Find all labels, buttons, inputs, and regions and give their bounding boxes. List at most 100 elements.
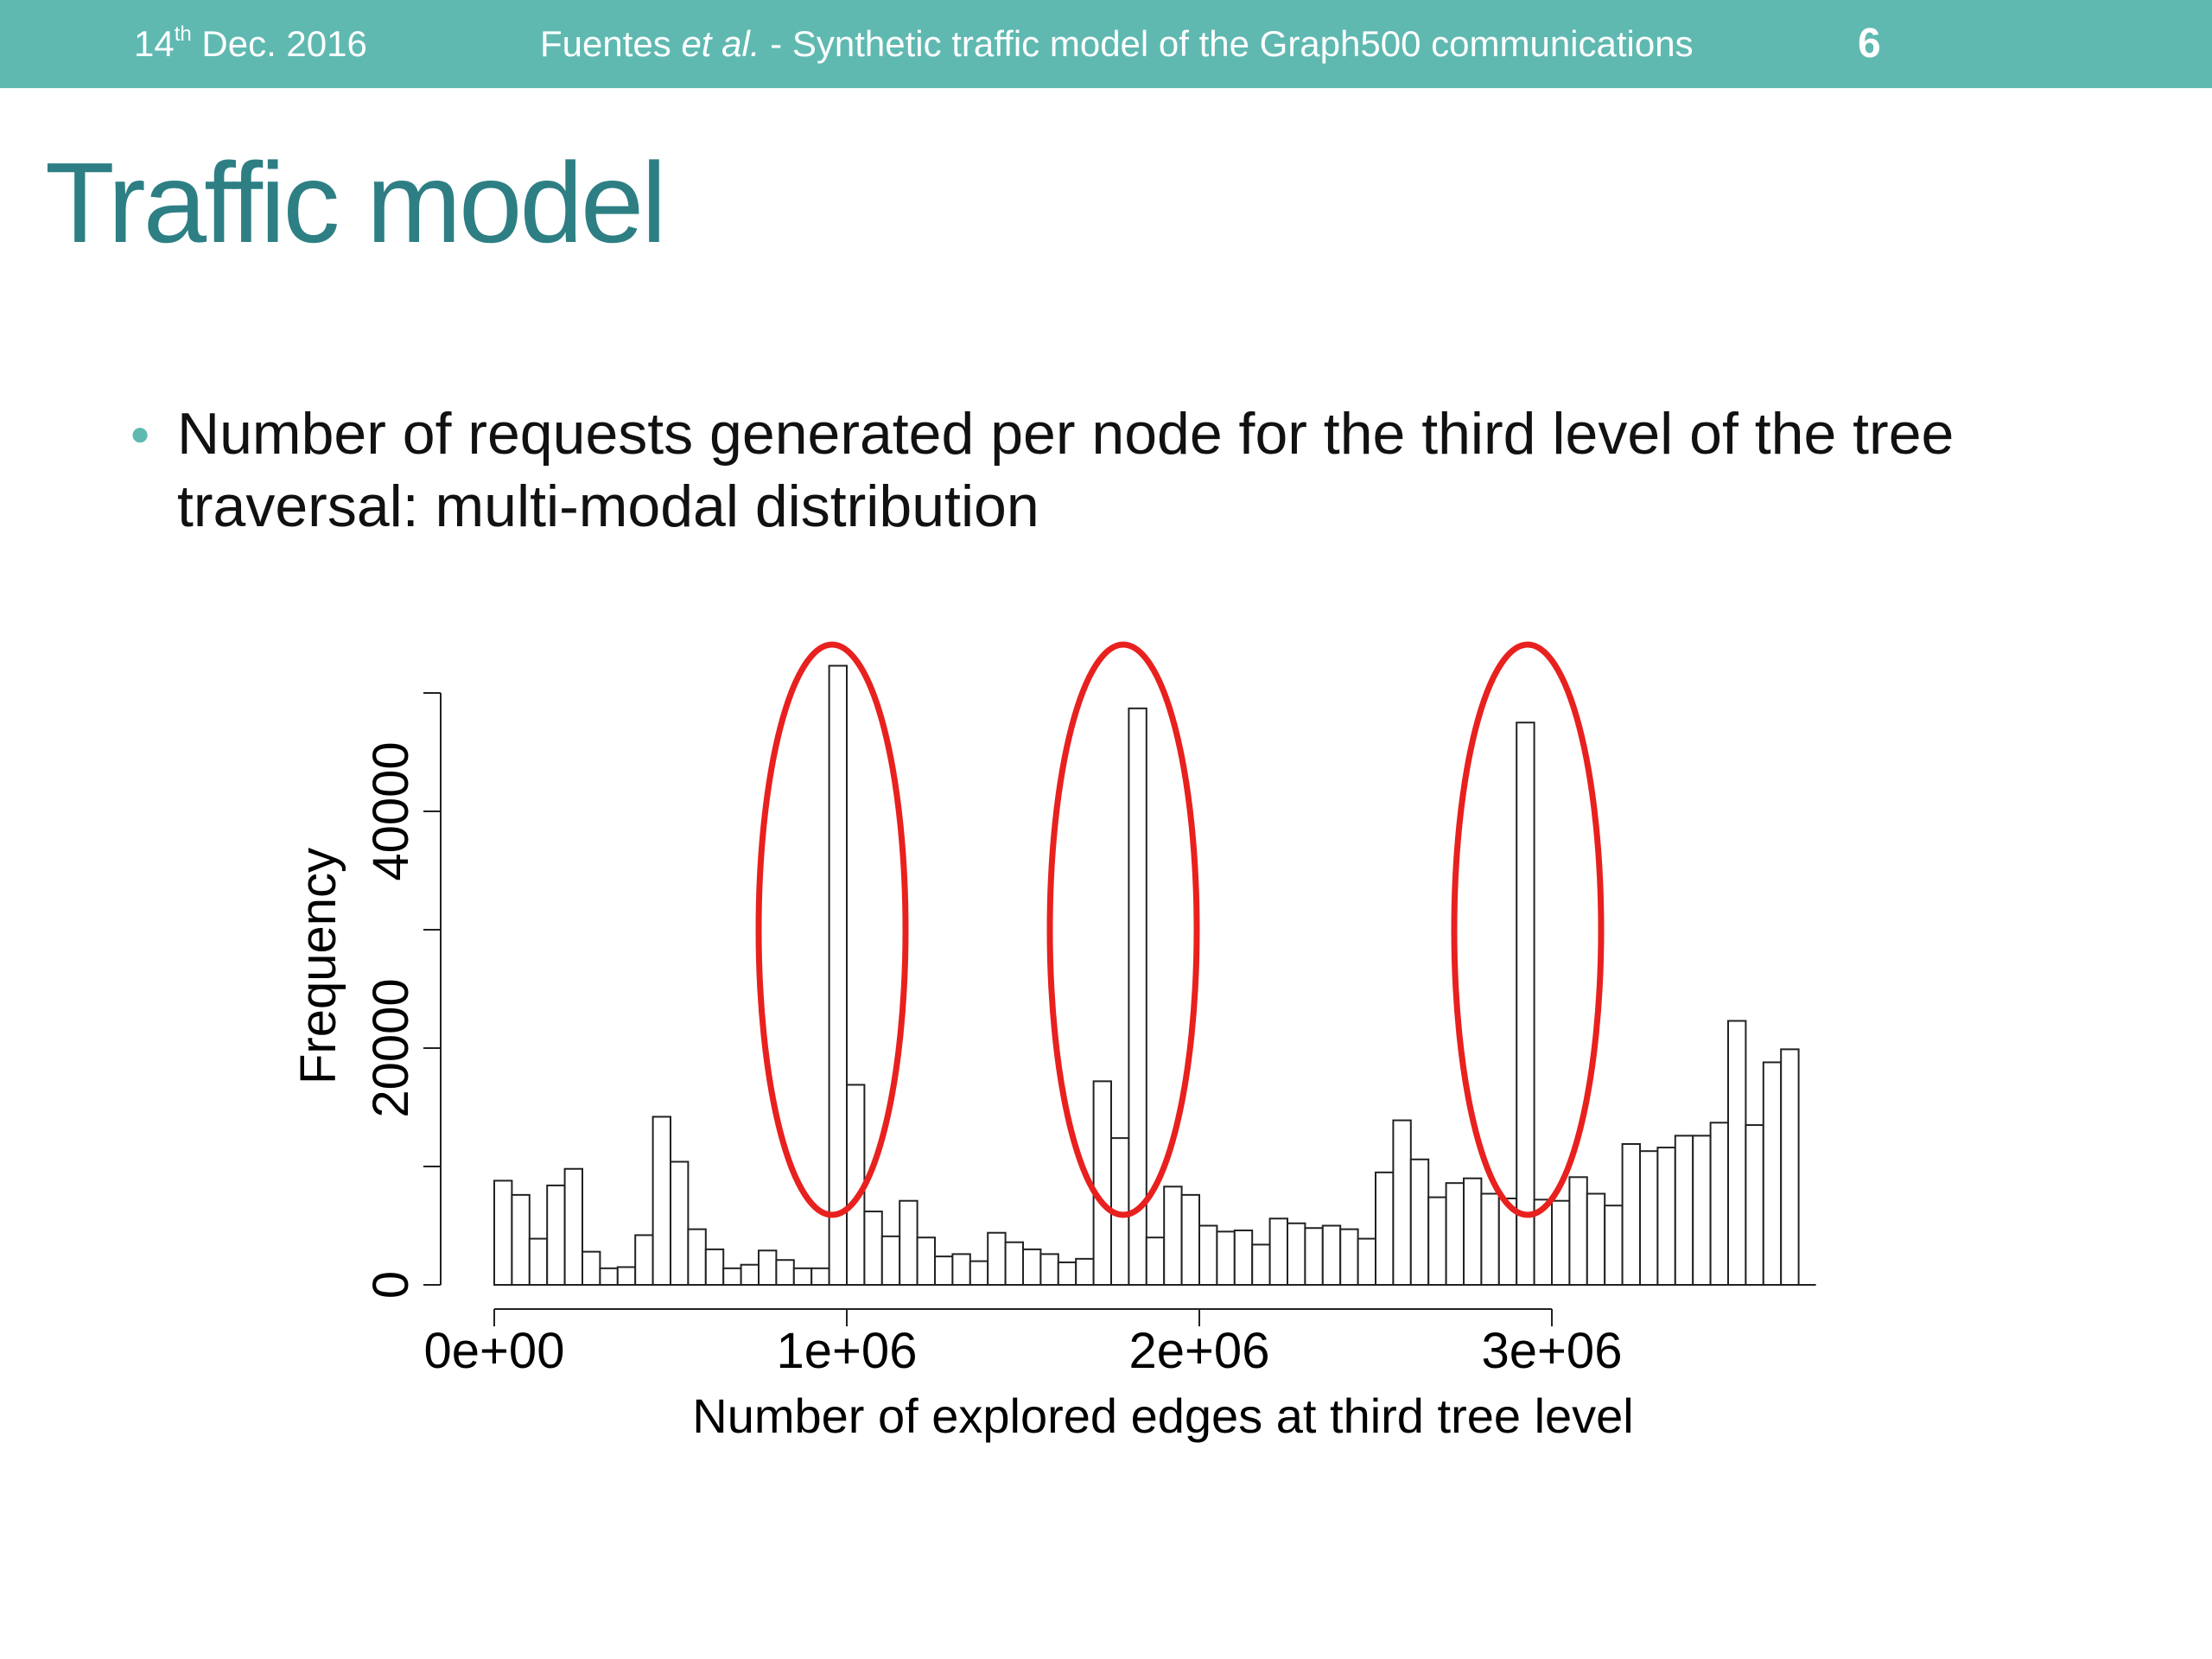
y-axis-label: Frequency [290,848,346,1084]
histogram-bar [722,1267,742,1286]
x-tick-label: 3e+06 [1482,1323,1623,1379]
histogram-bar [704,1248,725,1287]
x-tick-label: 1e+06 [777,1323,918,1379]
histogram-bar [1780,1048,1800,1286]
histogram-bar [1268,1217,1288,1287]
histogram-bar [1409,1158,1430,1287]
histogram-bar [1022,1248,1042,1287]
histogram-bar [1092,1080,1112,1286]
histogram-bar [1604,1205,1624,1286]
histogram-bar [1586,1192,1606,1287]
histogram-bar [1198,1224,1218,1286]
y-tick-label: 40000 [363,741,419,880]
histogram-bar [1216,1230,1236,1286]
histogram-bar [792,1267,813,1286]
histogram-bar [1639,1150,1659,1286]
histogram-bar [775,1259,795,1286]
histogram-bar [1039,1253,1059,1287]
histogram-bar [1709,1122,1729,1287]
histogram-bar [1445,1182,1465,1287]
histogram-bar [1727,1020,1747,1286]
x-axis-label: Number of explored edges at third tree l… [692,1389,1633,1443]
histogram-bar [1057,1261,1077,1286]
histogram-bar [1304,1227,1324,1286]
page-number: 6 [1858,21,1881,67]
peak-highlight-ellipse [1046,641,1200,1218]
histogram-bar [511,1193,531,1287]
histogram-bar [1656,1147,1676,1286]
histogram-bar [1145,1236,1166,1286]
header-citation: Fuentes et al. - Synthetic traffic model… [540,21,1694,67]
histogram-bar [563,1167,583,1286]
peak-highlight-ellipse [1451,641,1605,1218]
histogram-bar [828,664,848,1286]
histogram-bar [1357,1237,1376,1286]
histogram-bar [951,1253,971,1287]
citation-etal: et al. [681,23,760,64]
peak-highlight-ellipse [755,641,909,1218]
histogram-bar [1075,1257,1095,1286]
histogram-bar [1480,1192,1500,1287]
x-tick-label: 0e+00 [424,1323,565,1379]
histogram-bar [810,1267,830,1286]
histogram-bar [687,1228,707,1286]
histogram-bar [1674,1135,1694,1286]
histogram-bar [987,1231,1007,1286]
date-suffix: th [174,22,192,46]
histogram-bar [1762,1061,1783,1286]
histogram-bar [546,1184,566,1287]
citation-rest: - Synthetic traffic model of the Graph50… [760,23,1694,64]
slide-title: Traffic model [45,139,667,266]
histogram-bar [1745,1124,1764,1287]
x-axis: 0e+00 1e+06 2e+06 3e+06 [424,1308,1623,1379]
histogram-bar [934,1255,954,1286]
histogram-bar [880,1235,901,1286]
histogram-bar [652,1116,671,1286]
histogram-bar [1233,1229,1254,1286]
histogram-bar [1375,1171,1395,1286]
histogram-bar [1427,1196,1447,1286]
histogram-bar [969,1260,989,1286]
histogram-bar [1321,1224,1342,1286]
histogram-bar [916,1236,936,1286]
histogram-bar [1463,1177,1483,1286]
histogram-bar [758,1249,778,1287]
histogram-bar [582,1250,601,1287]
citation-author: Fuentes [540,23,682,64]
histogram-bar [1568,1176,1588,1286]
date-day: 14 [134,23,175,64]
histogram-bar [1551,1199,1571,1286]
header-date: 14th Dec. 2016 [134,21,367,67]
histogram-bar [1251,1243,1271,1287]
histogram-bar [899,1199,918,1286]
date-rest: Dec. 2016 [191,23,367,64]
header-bar [0,0,2212,88]
histogram-bar [1287,1222,1306,1287]
histogram-bar [1163,1185,1183,1287]
y-tick-label: 20000 [363,978,419,1117]
histogram-bar [1692,1135,1712,1286]
histogram-bar [616,1266,637,1286]
histogram-bar [528,1237,549,1286]
histogram-bar [740,1263,760,1286]
y-tick-label: 0 [363,1271,419,1299]
histogram-bar [1004,1241,1024,1287]
histogram-bars [493,664,1816,1287]
peak-highlights [755,641,1605,1218]
y-axis: 0 20000 40000 [363,692,442,1299]
histogram-bar [1128,707,1147,1286]
histogram-bar [634,1234,654,1286]
histogram-bar [599,1267,619,1286]
bullet-text: Number of requests generated per node fo… [177,401,1955,539]
histogram-bar [863,1211,883,1287]
histogram-bar [1621,1142,1641,1286]
x-tick-label: 2e+06 [1129,1323,1270,1379]
bullet-dot-icon: ● [130,415,151,453]
histogram-bar [670,1160,690,1287]
histogram-bar [1392,1119,1412,1286]
histogram-bar [1339,1228,1359,1286]
histogram-bar [1516,721,1535,1286]
histogram-bar [1180,1193,1200,1287]
histogram-bar [493,1179,513,1286]
